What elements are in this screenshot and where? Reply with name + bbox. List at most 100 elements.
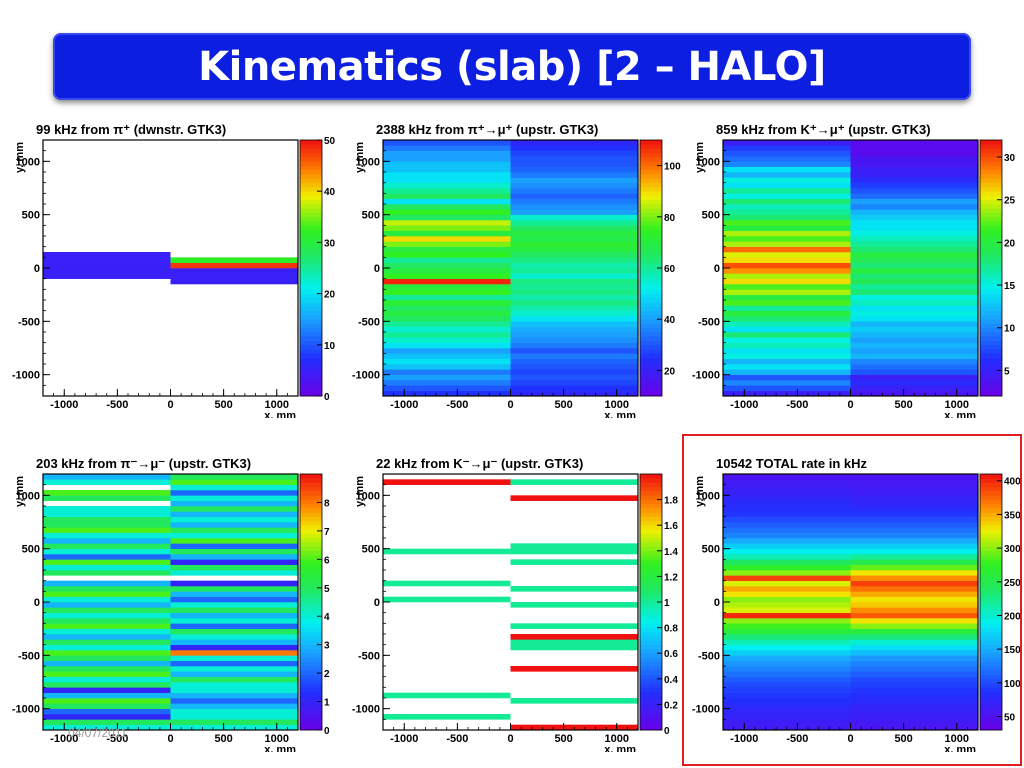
colorbar-segment [300, 263, 322, 269]
colorbar-segment [640, 606, 662, 611]
x-tick-label: -1000 [50, 733, 78, 745]
heatmap-cell [43, 682, 171, 688]
heatmap-cell [850, 538, 978, 544]
colorbar-segment [300, 687, 322, 692]
heatmap-cell [170, 506, 298, 512]
colorbar-segment [640, 725, 662, 731]
x-tick-label: 1000 [605, 733, 629, 745]
heatmap-cell [850, 474, 978, 480]
colorbar-segment [640, 708, 662, 714]
x-tick-label: 1000 [605, 399, 629, 411]
colorbar-segment [300, 619, 322, 624]
heatmap-cell [510, 225, 638, 231]
heatmap-cell [383, 332, 511, 338]
heatmap-cell [850, 495, 978, 501]
heatmap-cell [723, 666, 851, 672]
x-axis-label: x, mm [944, 744, 976, 752]
colorbar-segment [980, 619, 1002, 624]
y-tick-label: 0 [34, 597, 40, 609]
heatmap-cell [723, 714, 851, 720]
colorbar-segment [300, 212, 322, 218]
heatmap-cell [723, 692, 851, 699]
heatmap-cell [723, 326, 851, 333]
colorbar-segment [300, 238, 322, 243]
heatmap-cell [850, 220, 978, 226]
colorbar-segment [640, 191, 662, 196]
colorbar-segment [640, 495, 662, 500]
heatmap-cell [383, 374, 511, 381]
heatmap-cell [170, 559, 298, 565]
colorbar-segment [980, 584, 1002, 590]
colorbar-tick-label: 10 [1004, 324, 1016, 335]
colorbar-segment [640, 242, 662, 247]
colorbar-segment [980, 233, 1002, 239]
colorbar-segment [300, 529, 322, 535]
heatmap-cell [43, 650, 171, 656]
chart-title: 2388 kHz from π⁺→μ⁺ (upstr. GTK3) [376, 122, 598, 137]
heatmap-cell [723, 703, 851, 709]
heatmap-cell [43, 671, 171, 677]
heatmap-cell [850, 692, 978, 699]
heatmap-cell [170, 682, 298, 688]
colorbar-segment [300, 717, 322, 722]
colorbar-segment [640, 597, 662, 603]
x-axis-label: x, mm [604, 744, 636, 752]
colorbar-segment [640, 344, 662, 350]
colorbar-segment [640, 567, 662, 573]
colorbar-segment [300, 148, 322, 154]
chart-title: 203 kHz from π⁻→μ⁻ (upstr. GTK3) [36, 456, 251, 471]
colorbar-segment [300, 293, 322, 299]
y-axis-label: y, mm [354, 142, 366, 173]
heatmap-cell [850, 140, 978, 146]
colorbar-segment [640, 572, 662, 577]
heatmap-cell [510, 358, 638, 365]
colorbar-segment [640, 486, 662, 492]
colorbar-segment [980, 212, 1002, 218]
heatmap-cell [383, 321, 511, 327]
colorbar-segment [980, 666, 1002, 671]
colorbar-segment [980, 182, 1002, 188]
colorbar-segment [980, 644, 1002, 650]
heatmap-cell [850, 358, 978, 365]
colorbar-segment [300, 674, 322, 680]
y-tick-label: -500 [358, 316, 380, 328]
heatmap-cell [43, 639, 171, 645]
heatmap-cell [510, 586, 638, 592]
heatmap-cell [383, 236, 511, 242]
heatmap-cell [723, 209, 851, 215]
heatmap-cell [850, 543, 978, 549]
heatmap-cell [723, 554, 851, 560]
heatmap-cell [510, 644, 638, 651]
heatmap-cell [723, 495, 851, 501]
colorbar-segment [980, 597, 1002, 603]
colorbar-segment [640, 584, 662, 590]
colorbar-segment [300, 332, 322, 337]
y-tick-label: -500 [698, 316, 720, 328]
heatmap-cell [43, 268, 171, 274]
heatmap-cell [170, 703, 298, 709]
colorbar-segment [300, 546, 322, 552]
heatmap-cell [723, 230, 851, 237]
x-tick-label: -1000 [730, 733, 758, 745]
heatmap-cell [383, 310, 511, 317]
heatmap-cell [723, 532, 851, 539]
heatmap-cell [43, 554, 171, 560]
colorbar-segment [300, 182, 322, 188]
highlight-box-total [682, 434, 1022, 766]
colorbar-segment [640, 631, 662, 637]
colorbar-tick-label: 6 [324, 555, 330, 566]
heatmap-cell [723, 204, 851, 210]
colorbar-segment [640, 336, 662, 341]
colorbar-segment [980, 229, 1002, 235]
colorbar-tick-label: 80 [664, 213, 676, 224]
heatmap-cell [850, 300, 978, 306]
heatmap-cell [170, 495, 298, 501]
y-tick-label: 0 [374, 263, 380, 275]
colorbar-tick-label: 200 [1004, 611, 1021, 622]
heatmap-cell [510, 198, 638, 205]
y-tick-label: -1000 [12, 704, 40, 716]
heatmap-cell [510, 332, 638, 338]
heatmap-cell [723, 474, 851, 480]
heatmap-cell [850, 182, 978, 189]
heatmap-cell [170, 634, 298, 640]
